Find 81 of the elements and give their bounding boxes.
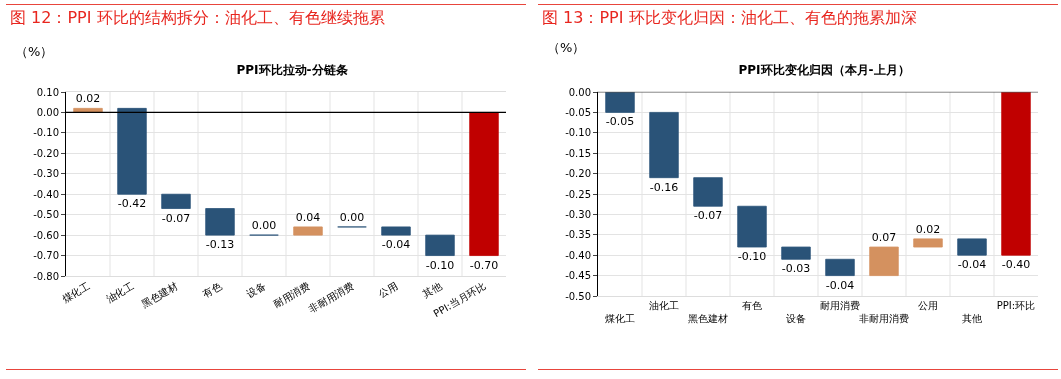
x-tick-label: 黑色建材 <box>139 280 180 311</box>
chart-subtitle: PPI环比变化归因（本月-上月） <box>738 62 910 77</box>
bar <box>469 112 499 256</box>
y-tick-label: -0.40 <box>565 249 591 261</box>
data-label: 0.04 <box>295 210 321 224</box>
x-tick-label: 设备 <box>786 313 806 324</box>
y-tick-label: 0.00 <box>36 106 59 118</box>
y-tick-label: -0.35 <box>565 229 591 241</box>
y-axis-title: （%） <box>547 40 586 55</box>
bar <box>913 238 943 248</box>
data-label: -0.16 <box>649 180 679 194</box>
bar <box>117 107 147 195</box>
bar <box>605 92 635 113</box>
y-tick-label: -0.20 <box>33 147 59 159</box>
x-tick-label: 煤化工 <box>605 313 635 324</box>
bar <box>869 246 899 276</box>
data-label: -0.13 <box>205 238 235 252</box>
bar <box>381 226 411 236</box>
y-axis-title: （%） <box>15 44 54 59</box>
x-tick-label: 设备 <box>244 280 268 301</box>
data-label: -0.07 <box>161 211 191 225</box>
x-tick-label: 公用 <box>376 280 400 301</box>
data-label: -0.42 <box>117 197 147 211</box>
y-tick-label: -0.50 <box>565 290 591 302</box>
data-label: 0.02 <box>75 92 101 106</box>
x-tick-label: 油化工 <box>104 280 136 306</box>
data-label: 0.07 <box>871 231 897 245</box>
x-tick-label: 煤化工 <box>60 280 92 306</box>
bar <box>957 238 987 256</box>
chart-title: 图 12：PPI 环比的结构拆分：油化工、有色继续拖累 <box>9 7 386 29</box>
bar <box>1001 92 1031 256</box>
bar <box>425 234 455 256</box>
y-tick-label: -0.10 <box>33 127 59 139</box>
y-tick-label: -0.30 <box>565 208 591 220</box>
x-tick-label: 黑色建材 <box>688 313 728 324</box>
data-label: -0.05 <box>605 115 635 129</box>
x-tick-label: 其他 <box>420 280 444 301</box>
x-tick-label: 油化工 <box>649 300 679 311</box>
y-tick-label: -0.50 <box>33 209 59 221</box>
bar <box>693 177 723 207</box>
x-tick-label: 有色 <box>742 300 762 311</box>
y-tick-label: -0.05 <box>565 106 591 118</box>
data-label: -0.03 <box>781 262 811 276</box>
bar <box>293 226 323 236</box>
bar <box>205 208 235 236</box>
bar <box>161 193 191 209</box>
data-label: 0.02 <box>915 222 941 236</box>
y-tick-label: -0.70 <box>33 250 59 262</box>
y-tick-label: -0.45 <box>565 270 591 282</box>
x-tick-label: 其他 <box>962 313 982 324</box>
y-tick-label: -0.40 <box>33 188 59 200</box>
data-label: 0.00 <box>339 210 365 224</box>
y-tick-label: -0.25 <box>565 188 591 200</box>
data-label: -0.10 <box>425 258 455 272</box>
bar <box>737 205 767 248</box>
data-label: -0.70 <box>469 258 499 272</box>
chart-subtitle: PPI环比拉动-分链条 <box>236 62 348 77</box>
x-tick-label: 有色 <box>200 280 224 301</box>
data-label: -0.40 <box>1001 258 1031 272</box>
y-tick-label: -0.10 <box>565 127 591 139</box>
y-tick-label: -0.15 <box>565 147 591 159</box>
y-tick-label: -0.30 <box>33 168 59 180</box>
x-tick-label: 耐用消费 <box>820 300 860 311</box>
bar <box>825 258 855 276</box>
y-tick-label: -0.20 <box>565 168 591 180</box>
data-label: 0.00 <box>251 219 277 233</box>
x-tick-label: 非耐用消费 <box>859 313 909 324</box>
x-tick-label: 公用 <box>918 300 938 311</box>
y-tick-label: -0.80 <box>33 270 59 282</box>
bar <box>781 246 811 260</box>
data-label: -0.04 <box>825 278 855 292</box>
data-label: -0.04 <box>381 238 411 252</box>
chart-title: 图 13：PPI 环比变化归因：油化工、有色的拖累加深 <box>541 7 918 29</box>
bar <box>649 112 679 179</box>
y-tick-label: 0.00 <box>568 86 591 98</box>
data-label: -0.07 <box>693 209 723 223</box>
x-tick-label: PPI:环比 <box>996 300 1036 311</box>
data-label: -0.10 <box>737 250 767 264</box>
y-tick-label: 0.10 <box>36 86 59 98</box>
data-label: -0.04 <box>957 258 987 272</box>
y-tick-label: -0.60 <box>33 229 59 241</box>
